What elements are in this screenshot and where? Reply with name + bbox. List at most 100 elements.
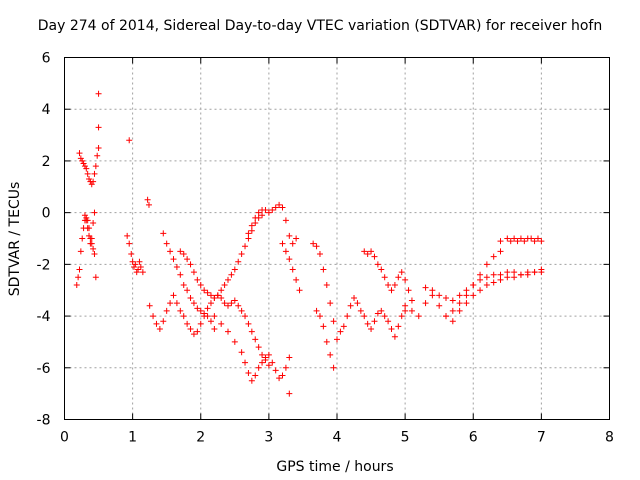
data-point (252, 219, 259, 226)
data-point (187, 294, 194, 301)
data-point (286, 390, 293, 397)
data-point (385, 318, 392, 325)
data-point (252, 214, 259, 221)
data-point (463, 300, 470, 307)
x-tick-label: 0 (60, 430, 69, 446)
data-point (517, 235, 524, 242)
data-point (531, 269, 538, 276)
data-point (265, 362, 272, 369)
data-point (126, 240, 133, 247)
data-point (490, 271, 497, 278)
chart-title: Day 274 of 2014, Sidereal Day-to-day VTE… (37, 18, 603, 34)
data-point (135, 266, 142, 273)
data-point (163, 240, 170, 247)
data-point (497, 276, 504, 283)
data-point (385, 282, 392, 289)
data-point (242, 359, 249, 366)
data-point (76, 266, 83, 273)
data-point (456, 292, 463, 299)
data-point (443, 313, 449, 320)
data-point (449, 307, 456, 314)
data-point (388, 287, 395, 294)
data-point (422, 300, 429, 307)
data-point (248, 377, 255, 384)
data-point (173, 263, 180, 270)
data-point (231, 266, 238, 273)
data-point (316, 251, 323, 258)
data-point (347, 302, 354, 309)
data-point (245, 235, 252, 242)
data-point (145, 201, 152, 208)
data-point (91, 251, 98, 258)
data-point (374, 310, 381, 317)
data-point (90, 178, 97, 185)
data-point (86, 232, 93, 239)
data-point (214, 292, 221, 299)
data-point (354, 300, 361, 307)
data-point (238, 251, 245, 258)
data-point (207, 292, 214, 299)
data-point (248, 328, 255, 335)
data-point (279, 204, 286, 211)
data-point (436, 292, 443, 299)
data-point (132, 261, 139, 268)
data-point (449, 297, 456, 304)
x-tick-label: 7 (537, 430, 546, 446)
data-point (94, 152, 101, 159)
data-point (395, 274, 402, 281)
data-point (524, 271, 531, 278)
points-layer (73, 90, 545, 397)
x-tick-label: 1 (128, 430, 137, 446)
data-point (269, 207, 276, 214)
data-point (313, 243, 320, 250)
data-point (538, 238, 545, 245)
data-point (88, 235, 95, 242)
data-point (528, 235, 535, 242)
data-point (255, 344, 262, 351)
data-point (371, 318, 378, 325)
data-point (153, 320, 160, 327)
data-series (361, 248, 415, 304)
data-point (235, 258, 242, 265)
data-point (238, 349, 245, 356)
data-point (323, 282, 330, 289)
data-point (497, 248, 504, 255)
x-tick-label: 4 (333, 430, 342, 446)
x-tick-label: 8 (605, 430, 614, 446)
data-series (177, 248, 272, 369)
data-point (207, 318, 214, 325)
data-point (511, 269, 518, 276)
data-point (507, 238, 514, 245)
data-point (463, 292, 470, 299)
data-point (378, 266, 385, 273)
data-series (313, 294, 409, 371)
data-series (81, 209, 98, 247)
data-point (327, 300, 334, 307)
data-point (207, 300, 214, 307)
data-point (316, 313, 323, 320)
data-point (293, 235, 300, 242)
data-point (201, 310, 208, 317)
data-point (194, 305, 201, 312)
data-point (83, 165, 90, 172)
data-point (225, 302, 231, 309)
data-point (144, 196, 151, 203)
data-point (534, 235, 541, 242)
data-point (408, 297, 415, 304)
data-point (238, 307, 245, 314)
data-point (190, 331, 197, 338)
data-point (180, 282, 187, 289)
data-point (477, 271, 484, 278)
data-point (133, 269, 140, 276)
x-tick-label: 2 (196, 430, 205, 446)
y-tick-label: -8 (37, 413, 51, 429)
data-point (128, 251, 135, 258)
data-point (160, 318, 167, 325)
data-point (245, 369, 252, 376)
data-point (259, 351, 266, 358)
data-point (87, 240, 94, 247)
data-point (521, 238, 528, 245)
data-point (293, 276, 300, 283)
data-point (218, 287, 225, 294)
